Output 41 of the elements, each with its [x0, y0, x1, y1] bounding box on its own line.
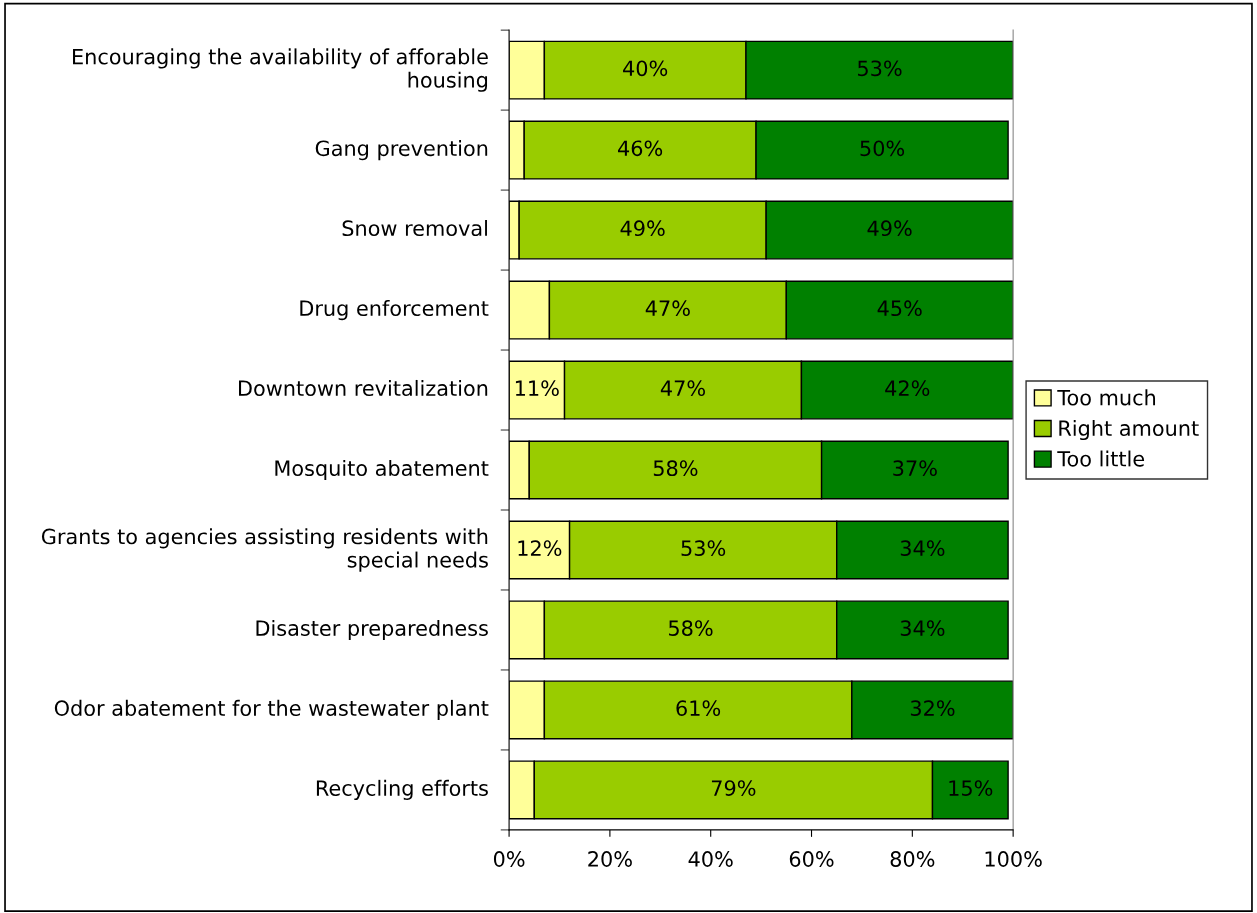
- data-label: 58%: [669, 620, 713, 637]
- data-label: 12%: [518, 540, 562, 557]
- y-tick-label: Snow removal: [342, 219, 487, 237]
- data-label: 40%: [623, 60, 668, 77]
- data-label: 53%: [858, 60, 902, 77]
- legend-label: Too little: [1057, 450, 1145, 467]
- data-label: 42%: [885, 380, 930, 397]
- y-tick-label: Gang prevention: [315, 140, 488, 161]
- data-label: 50%: [860, 140, 905, 157]
- data-label: 47%: [660, 380, 705, 397]
- data-label: 15%: [949, 780, 993, 796]
- data-label: 37%: [893, 460, 937, 477]
- data-label: 49%: [620, 220, 665, 237]
- data-label: 58%: [653, 460, 698, 477]
- data-label: 34%: [900, 540, 945, 557]
- data-label: 49%: [867, 220, 912, 237]
- data-label: 34%: [900, 620, 945, 637]
- x-tick-label: 80%: [890, 851, 935, 867]
- legend-label: Too much: [1057, 389, 1156, 406]
- y-tick-label: Drug enforcement: [300, 299, 489, 321]
- data-label: 47%: [645, 300, 690, 317]
- data-label: 32%: [910, 700, 955, 716]
- y-tick-label: Encouraging the availability of afforable housing: [73, 48, 488, 92]
- data-label: 45%: [877, 300, 922, 317]
- data-label: 79%: [711, 780, 756, 796]
- x-tick-label: 60%: [789, 851, 834, 867]
- legend-label: Right amount: [1059, 419, 1199, 441]
- y-tick-label: Odor abatement for the wastewater plant: [54, 699, 489, 721]
- data-label: 53%: [681, 540, 726, 557]
- y-tick-label: Grants to agencies assisting residents with special needs: [41, 528, 488, 572]
- y-tick-label: Recycling efforts: [316, 779, 488, 801]
- x-tick-label: 40%: [688, 851, 733, 867]
- x-tick-label: 100%: [985, 851, 1042, 867]
- y-tick-label: Mosquito abatement: [275, 459, 489, 481]
- data-label: 11%: [515, 380, 559, 397]
- data-label: 46%: [618, 140, 663, 157]
- x-tick-label: 0%: [493, 851, 525, 867]
- data-label: 61%: [676, 700, 721, 716]
- x-tick-label: 20%: [588, 851, 632, 867]
- y-tick-label: Disaster preparedness: [256, 619, 488, 641]
- y-tick-label: Downtown revitalization: [239, 379, 488, 397]
